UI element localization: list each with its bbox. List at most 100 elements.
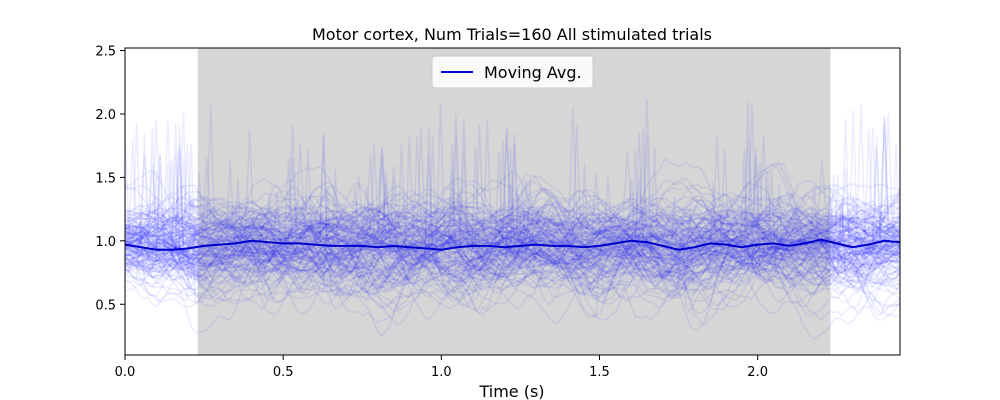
trial-trace <box>125 137 900 322</box>
trial-trace <box>125 172 900 255</box>
trial-trace <box>125 169 900 279</box>
trial-trace <box>125 239 900 295</box>
y-tick-label: 2.5 <box>95 45 116 60</box>
trial-trace <box>125 153 900 278</box>
trial-trace <box>125 101 900 269</box>
trial-trace <box>125 178 900 287</box>
trial-trace <box>125 184 900 295</box>
trial-trace <box>125 210 900 264</box>
trial-trace <box>125 214 900 284</box>
trial-trace <box>125 186 900 297</box>
trial-trace <box>125 213 900 259</box>
trial-trace <box>125 120 900 298</box>
trial-trace <box>125 128 900 250</box>
trial-trace <box>125 157 900 308</box>
trial-trace <box>125 184 900 316</box>
trial-trace <box>125 154 900 271</box>
trial-trace <box>125 201 900 337</box>
trial-trace <box>125 217 900 250</box>
trial-trace <box>125 155 900 280</box>
trial-trace <box>125 109 900 268</box>
trial-trace <box>125 213 900 271</box>
trial-trace <box>125 111 900 310</box>
trial-trace <box>125 208 900 291</box>
trial-trace <box>125 164 900 259</box>
trial-trace <box>125 186 900 295</box>
trial-trace <box>125 177 900 259</box>
trial-trace <box>125 127 900 279</box>
trial-trace <box>125 232 900 297</box>
trial-trace <box>125 208 900 277</box>
trial-trace <box>125 144 900 278</box>
trial-trace <box>125 157 900 247</box>
trial-trace <box>125 142 900 282</box>
trial-trace <box>125 207 900 286</box>
trial-trace <box>125 135 900 266</box>
x-tick-label: 1.5 <box>589 365 610 380</box>
trial-trace <box>125 132 900 281</box>
trial-trace <box>125 217 900 261</box>
trial-trace <box>125 162 900 305</box>
trial-trace <box>125 118 900 304</box>
trial-trace <box>125 211 900 255</box>
trial-trace <box>125 195 900 269</box>
trial-trace <box>125 211 900 275</box>
trial-trace <box>125 129 900 263</box>
trial-trace <box>125 133 900 314</box>
trial-trace <box>125 178 900 295</box>
plot-frame <box>124 47 901 356</box>
trial-trace <box>125 174 900 291</box>
trial-trace <box>125 195 900 283</box>
trial-trace <box>125 170 900 255</box>
trial-trace <box>125 153 900 268</box>
y-axis: 0.5 1.0 1.5 2.0 2.5 <box>95 45 125 313</box>
trial-trace <box>125 177 900 275</box>
trial-trace <box>125 237 900 277</box>
trial-trace <box>125 183 900 241</box>
trial-trace <box>125 146 900 310</box>
trial-trace <box>125 197 900 294</box>
trial-trace <box>125 159 900 273</box>
trial-trace <box>125 181 900 334</box>
trial-trace <box>125 171 900 288</box>
trial-trace <box>125 191 900 286</box>
trial-trace <box>125 194 900 309</box>
trial-trace <box>125 107 900 263</box>
y-tick-label: 1.5 <box>95 171 116 186</box>
trial-trace <box>125 185 900 272</box>
trial-trace <box>125 177 900 277</box>
trial-trace <box>125 211 900 305</box>
trial-trace <box>125 219 900 280</box>
trial-trace <box>125 191 900 285</box>
trial-trace <box>125 233 900 340</box>
legend-entry: Moving Avg. <box>484 63 582 82</box>
trial-trace <box>125 144 900 315</box>
trial-trace <box>125 136 900 331</box>
trial-trace <box>125 104 900 286</box>
trial-trace <box>125 203 900 291</box>
trial-trace <box>125 114 900 246</box>
y-tick-label: 0.5 <box>95 298 116 313</box>
trial-trace <box>125 211 900 262</box>
trial-trace <box>125 169 900 326</box>
trial-trace <box>125 120 900 315</box>
trial-trace <box>125 221 900 279</box>
trial-trace <box>125 215 900 267</box>
trial-trace <box>125 144 900 292</box>
x-axis: 0.0 0.5 1.0 1.5 2.0 <box>115 355 768 380</box>
y-tick-label: 1.0 <box>95 235 116 250</box>
trial-trace <box>125 179 900 259</box>
trial-trace <box>125 124 900 314</box>
trial-trace <box>125 133 900 303</box>
trial-trace <box>125 206 900 313</box>
trial-trace <box>125 227 900 322</box>
trial-trace <box>125 124 900 277</box>
trial-trace <box>125 136 900 258</box>
stimulation-window <box>197 48 831 355</box>
trial-trace <box>125 205 900 259</box>
trial-trace <box>125 182 900 257</box>
trial-trace <box>125 136 900 256</box>
trial-trace <box>125 216 900 289</box>
trial-trace <box>125 183 900 306</box>
